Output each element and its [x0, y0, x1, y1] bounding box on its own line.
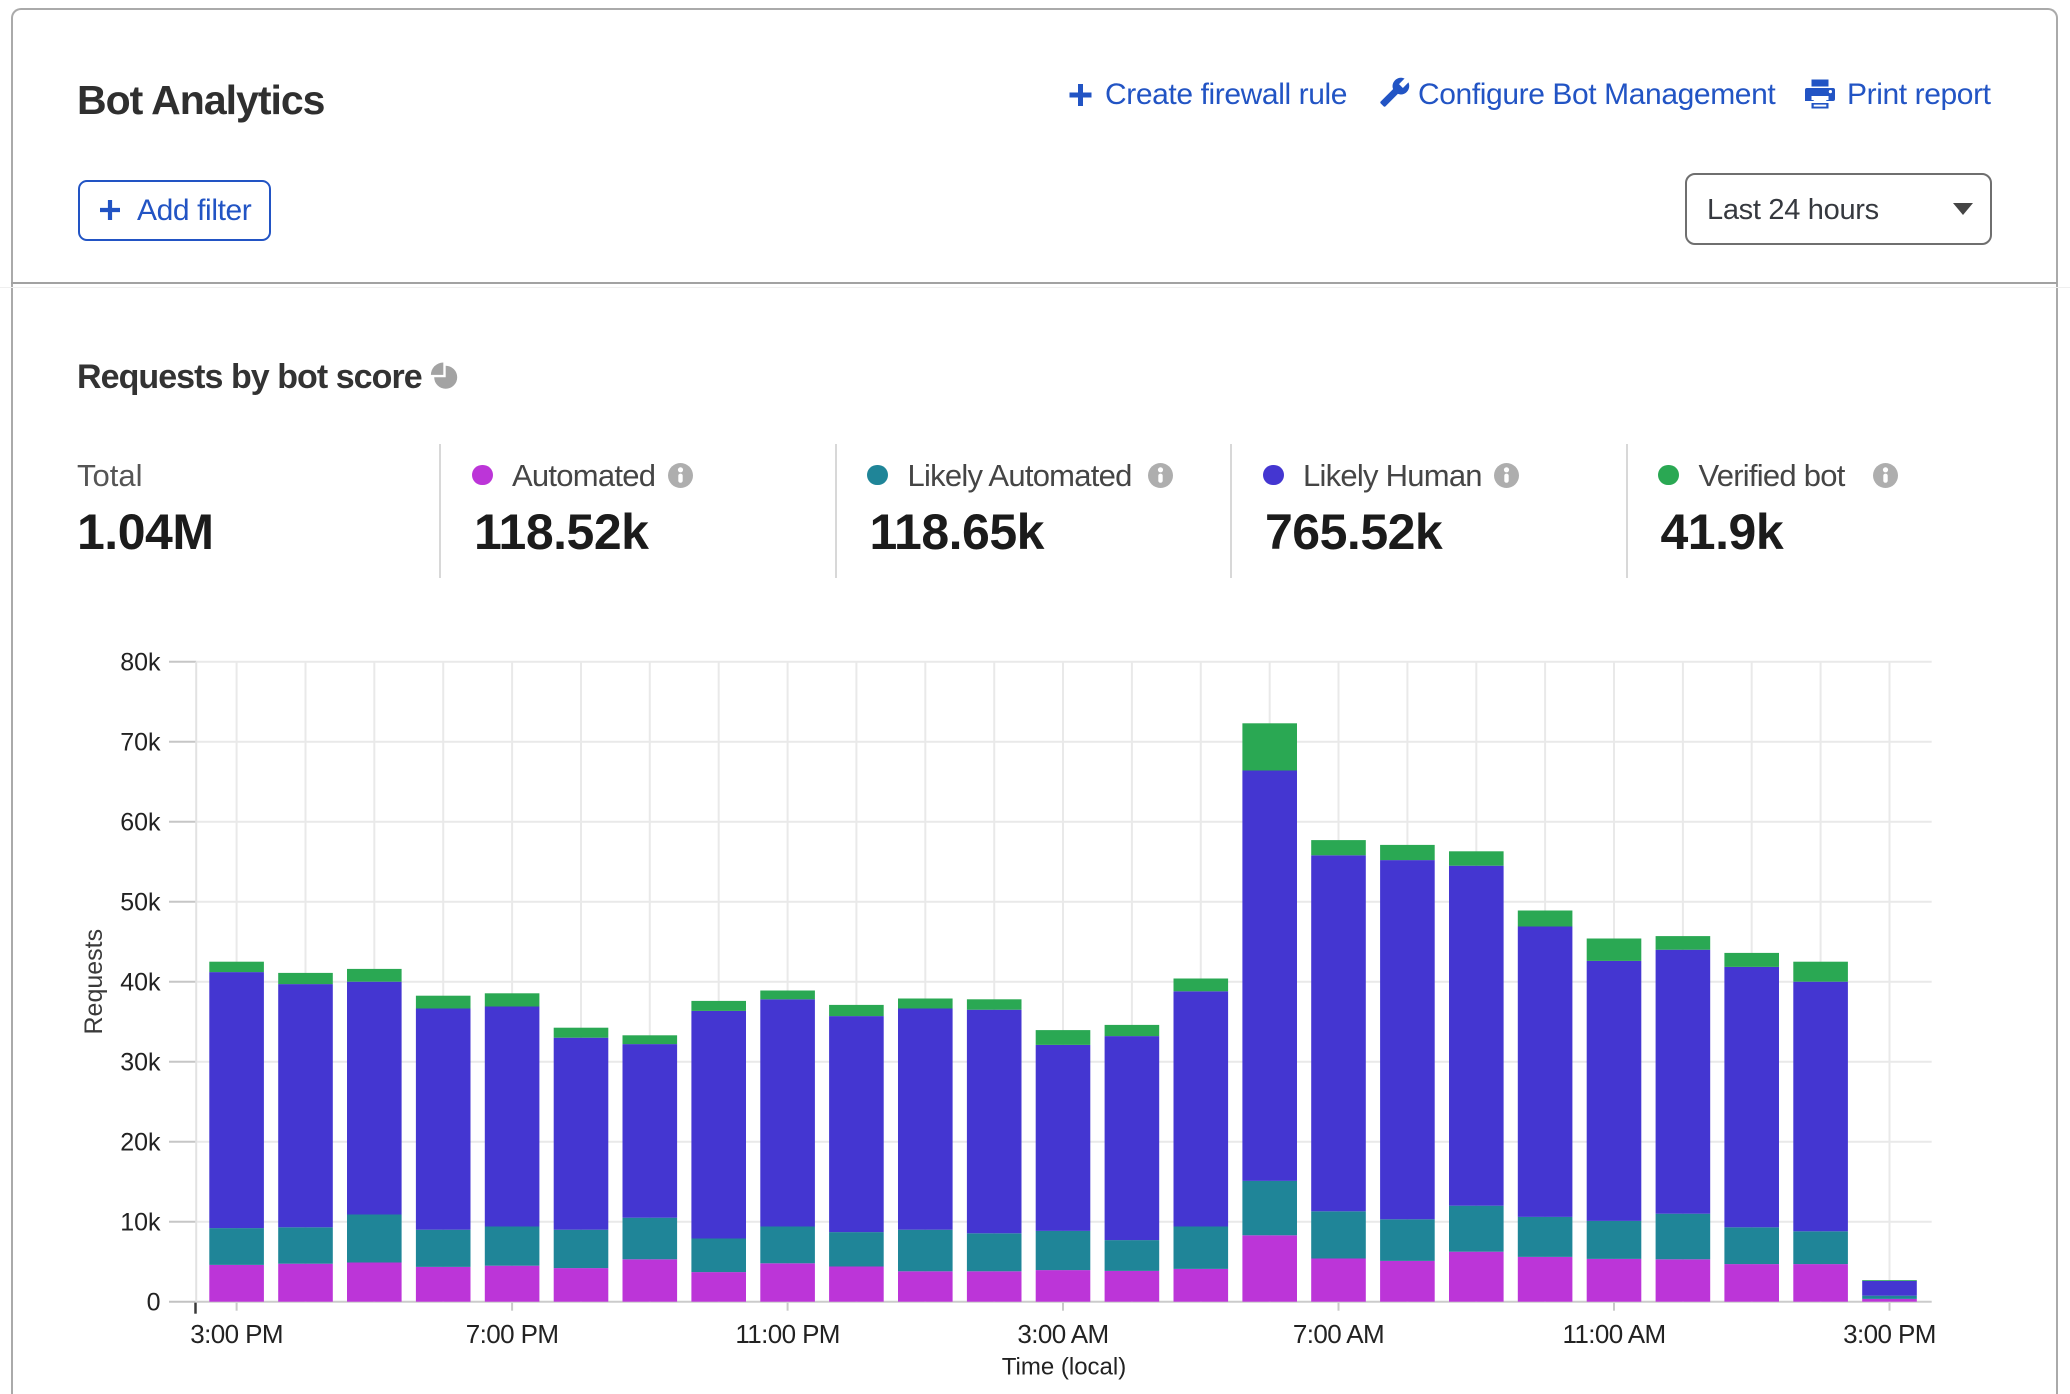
svg-text:30k: 30k — [120, 1049, 161, 1077]
svg-text:60k: 60k — [120, 809, 161, 837]
svg-text:70k: 70k — [120, 729, 161, 757]
svg-text:0: 0 — [147, 1289, 161, 1317]
svg-text:10k: 10k — [120, 1209, 161, 1237]
svg-text:50k: 50k — [120, 889, 161, 917]
svg-text:3:00 PM: 3:00 PM — [1843, 1319, 1936, 1349]
svg-text:80k: 80k — [120, 649, 161, 677]
svg-text:7:00 PM: 7:00 PM — [466, 1319, 559, 1349]
svg-text:Time (local): Time (local) — [1002, 1354, 1126, 1381]
svg-text:11:00 AM: 11:00 AM — [1562, 1319, 1665, 1349]
svg-text:20k: 20k — [120, 1129, 161, 1157]
svg-text:40k: 40k — [120, 969, 161, 997]
svg-text:Requests: Requests — [80, 929, 108, 1035]
svg-text:7:00 AM: 7:00 AM — [1293, 1319, 1384, 1349]
svg-text:3:00 PM: 3:00 PM — [190, 1319, 283, 1349]
svg-text:11:00 PM: 11:00 PM — [735, 1319, 840, 1349]
svg-text:3:00 AM: 3:00 AM — [1017, 1319, 1108, 1349]
